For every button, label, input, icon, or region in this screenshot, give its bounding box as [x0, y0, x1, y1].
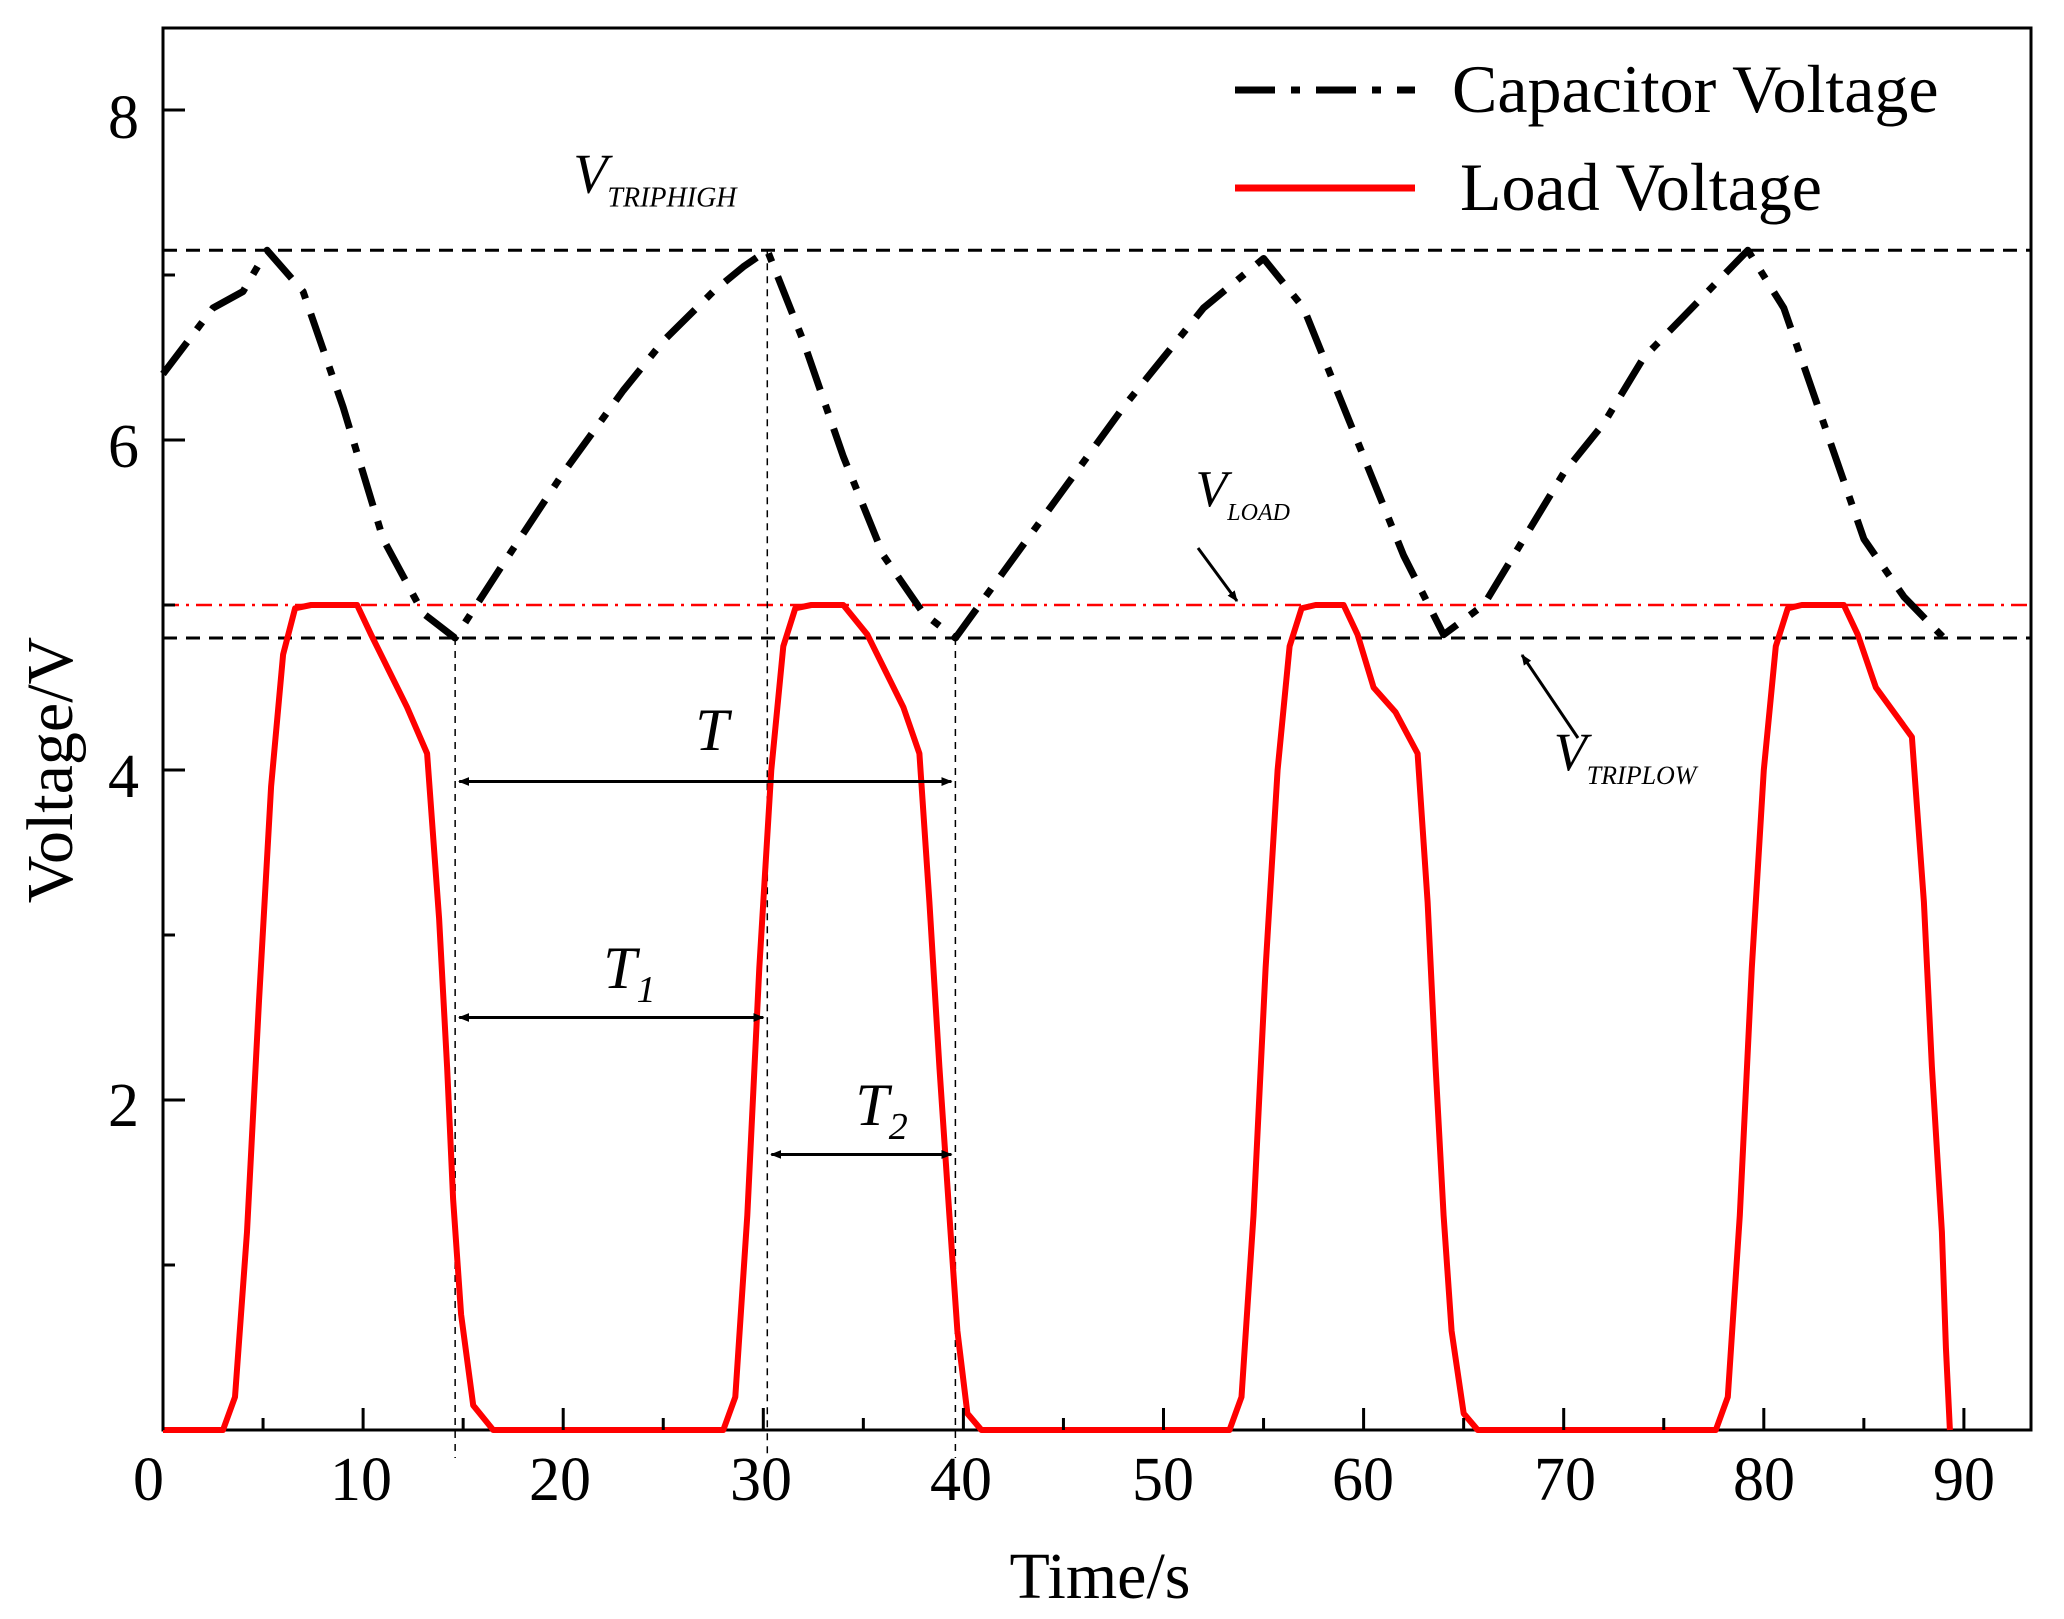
x-tick-label: 20 — [529, 1446, 591, 1514]
legend-capacitor-label: Capacitor Voltage — [1452, 51, 1939, 127]
period-t2-label: T2 — [855, 1072, 907, 1148]
y-tick-label: 4 — [108, 743, 139, 811]
v-triphigh-label: VTRIPHIGH — [573, 144, 738, 214]
x-tick-labels: 0 10 20 30 40 50 60 70 80 90 — [133, 1446, 1995, 1514]
x-axis-title: Time/s — [1010, 1540, 1191, 1613]
x-tick-label: 60 — [1332, 1446, 1394, 1514]
y-tick-labels: 2 4 6 8 — [108, 84, 139, 1140]
v-triplow-label: VTRIPLOW — [1554, 722, 1699, 790]
period-t-label: T — [695, 697, 732, 763]
x-tick-label: 70 — [1534, 1446, 1596, 1514]
v-triplow-pointer — [1520, 654, 1580, 739]
x-tick-label: 90 — [1933, 1446, 1995, 1514]
x-tick-label: 80 — [1733, 1446, 1795, 1514]
period-t1-label: T1 — [603, 935, 655, 1011]
legend-load-label: Load Voltage — [1460, 149, 1822, 225]
y-tick-label: 8 — [108, 84, 139, 152]
x-tick-label: 40 — [930, 1446, 992, 1514]
y-axis-title: Voltage/V — [14, 637, 87, 903]
y-tick-label: 6 — [108, 413, 139, 481]
legend: Capacitor Voltage Load Voltage — [1235, 51, 1939, 225]
x-tick-label: 10 — [330, 1446, 392, 1514]
guide-lines — [163, 248, 2031, 1458]
y-tick-label: 2 — [108, 1072, 139, 1140]
axis-ticks — [161, 108, 1966, 1430]
x-tick-label: 50 — [1132, 1446, 1194, 1514]
plot-frame — [161, 26, 2033, 1432]
v-load-pointer — [1196, 547, 1239, 602]
capacitor-voltage-line — [160, 246, 1947, 642]
load-voltage-line — [163, 602, 1953, 1433]
x-tick-label: 30 — [730, 1446, 792, 1514]
v-load-label: VLOAD — [1196, 461, 1290, 526]
x-tick-label: 0 — [133, 1446, 164, 1514]
